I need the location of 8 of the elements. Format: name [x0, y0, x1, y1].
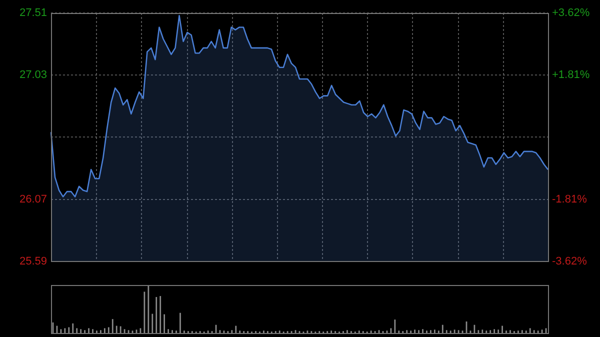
- y2-tick-label: -1.81%: [552, 193, 588, 206]
- y2-tick-label: +1.81%: [552, 69, 590, 82]
- y-tick-label: 27.03: [19, 69, 47, 82]
- y2-tick-label: -3.62%: [552, 255, 588, 268]
- y-tick-label: 25.59: [19, 255, 47, 268]
- y2-tick-label: +3.62%: [552, 7, 590, 20]
- y-tick-label: 26.07: [19, 193, 47, 206]
- y-tick-label: 27.51: [19, 7, 47, 20]
